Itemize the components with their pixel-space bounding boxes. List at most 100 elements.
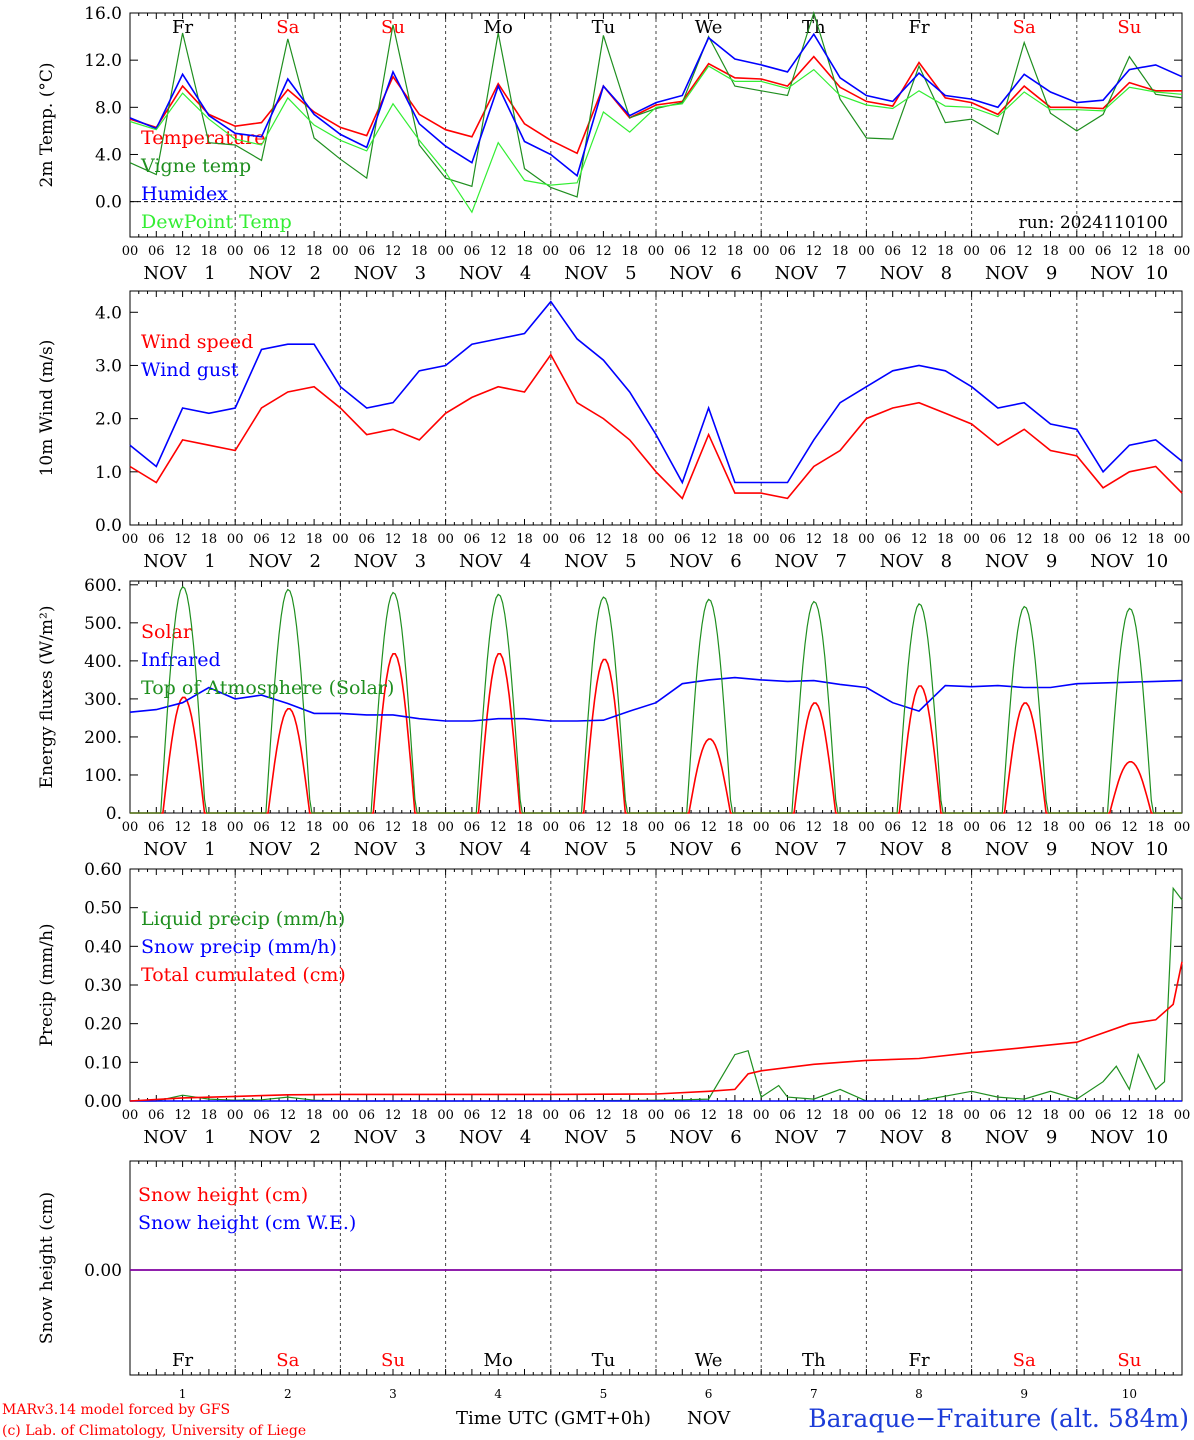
hour-tick-label: 18 — [306, 532, 323, 547]
hour-tick-label: 06 — [148, 1108, 165, 1123]
date-label: 6 — [730, 839, 741, 860]
hour-tick-label: 00 — [1174, 532, 1191, 547]
hour-tick-label: 18 — [1042, 1108, 1059, 1123]
weekday-label: Fr — [908, 1350, 929, 1371]
hour-tick-label: 18 — [1147, 1108, 1164, 1123]
date-label: 8 — [941, 1127, 952, 1148]
y-tick-label: 0.0 — [95, 516, 122, 536]
series-line-wind-speed — [129, 353, 1183, 500]
date-label: 10 — [1122, 1387, 1137, 1401]
hour-tick-label: 12 — [806, 244, 823, 259]
date-label: 6 — [730, 1127, 741, 1148]
date-label: 10 — [1145, 1127, 1168, 1148]
series-line-dewpoint-temp — [129, 65, 1183, 214]
hour-tick-label: 06 — [464, 244, 481, 259]
hour-tick-label: 12 — [280, 244, 297, 259]
hour-tick-label: 00 — [648, 820, 665, 835]
hour-tick-label: 12 — [911, 532, 928, 547]
hour-tick-label: 18 — [411, 532, 428, 547]
hour-tick-label: 18 — [411, 1108, 428, 1123]
hour-tick-label: 06 — [990, 1108, 1007, 1123]
date-label: 8 — [941, 551, 952, 572]
hour-tick-label: 12 — [1121, 244, 1138, 259]
hour-tick-label: 06 — [569, 532, 586, 547]
hour-tick-label: 12 — [595, 532, 612, 547]
hour-tick-label: 06 — [990, 532, 1007, 547]
y-tick-label: 500. — [84, 614, 122, 634]
y-tick-label: 4.0 — [95, 145, 122, 165]
hour-tick-label: 00 — [1069, 244, 1086, 259]
hour-tick-label: 00 — [437, 820, 454, 835]
hour-tick-label: 06 — [884, 532, 901, 547]
hour-tick-label: 00 — [648, 532, 665, 547]
month-label: NOV — [249, 839, 293, 860]
date-label: 9 — [1020, 1387, 1028, 1401]
hour-tick-label: 12 — [1016, 820, 1033, 835]
month-label: NOV — [459, 263, 503, 284]
hour-tick-label: 12 — [806, 532, 823, 547]
hour-tick-label: 12 — [1016, 1108, 1033, 1123]
hour-tick-label: 00 — [437, 532, 454, 547]
month-label: NOV — [249, 551, 293, 572]
y-tick-label: 0.00 — [84, 1092, 122, 1112]
y-axis-label: 2m Temp. (°C) — [37, 62, 57, 187]
footer-station: Baraque−Fraiture (alt. 584m) — [808, 1404, 1189, 1433]
hour-tick-label: 00 — [437, 1108, 454, 1123]
date-label: 1 — [204, 839, 215, 860]
date-label: 9 — [1046, 1127, 1057, 1148]
hour-tick-label: 00 — [227, 244, 244, 259]
hour-tick-label: 12 — [490, 820, 507, 835]
date-label: 6 — [730, 263, 741, 284]
hour-tick-label: 00 — [648, 244, 665, 259]
hour-tick-label: 12 — [806, 1108, 823, 1123]
hour-tick-label: 12 — [595, 244, 612, 259]
month-label: NOV — [880, 1127, 924, 1148]
hour-tick-label: 00 — [963, 244, 980, 259]
hour-tick-label: 12 — [1016, 532, 1033, 547]
legend-entry: Humidex — [141, 183, 228, 205]
hour-tick-label: 18 — [306, 244, 323, 259]
hour-tick-label: 00 — [858, 532, 875, 547]
date-label: 2 — [309, 263, 320, 284]
hour-tick-label: 06 — [1095, 532, 1112, 547]
hour-tick-label: 00 — [332, 244, 349, 259]
hour-tick-label: 12 — [595, 820, 612, 835]
hour-tick-label: 06 — [148, 244, 165, 259]
date-label: 3 — [415, 551, 426, 572]
date-label: 7 — [835, 839, 846, 860]
hour-tick-label: 06 — [358, 1108, 375, 1123]
month-label: NOV — [880, 551, 924, 572]
hour-tick-label: 00 — [543, 820, 560, 835]
run-label: run: 2024110100 — [1019, 213, 1168, 233]
hour-tick-label: 18 — [411, 244, 428, 259]
month-label: NOV — [985, 263, 1029, 284]
hour-tick-label: 06 — [779, 244, 796, 259]
series-line-infrared — [129, 676, 1183, 722]
hour-tick-label: 18 — [516, 244, 533, 259]
hour-tick-label: 00 — [753, 532, 770, 547]
series-line-wind-gust — [129, 300, 1183, 485]
hour-tick-label: 06 — [1095, 244, 1112, 259]
hour-tick-label: 00 — [437, 244, 454, 259]
month-label: NOV — [354, 263, 398, 284]
month-label: NOV — [775, 551, 819, 572]
month-label: NOV — [143, 263, 187, 284]
hour-tick-label: 18 — [621, 820, 638, 835]
month-label: NOV — [1090, 263, 1134, 284]
hour-tick-label: 00 — [332, 1108, 349, 1123]
legend-entry: Infrared — [141, 649, 221, 671]
hour-tick-label: 18 — [1147, 244, 1164, 259]
hour-tick-label: 12 — [174, 1108, 191, 1123]
hour-tick-label: 12 — [385, 1108, 402, 1123]
month-label: NOV — [354, 1127, 398, 1148]
month-label: NOV — [1090, 839, 1134, 860]
date-label: 3 — [415, 1127, 426, 1148]
weekday-label: Th — [802, 1350, 826, 1371]
date-label: 3 — [389, 1387, 397, 1401]
y-tick-label: 16.0 — [84, 4, 122, 24]
hour-tick-label: 00 — [963, 532, 980, 547]
plot-frame — [129, 12, 1183, 238]
y-axis-label: 10m Wind (m/s) — [37, 340, 57, 477]
